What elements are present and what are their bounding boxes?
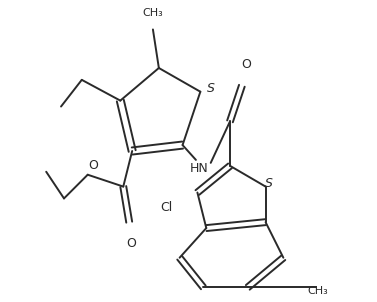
Text: O: O (241, 58, 251, 71)
Text: CH₃: CH₃ (143, 8, 163, 18)
Text: HN: HN (190, 162, 208, 175)
Text: O: O (126, 237, 136, 250)
Text: Cl: Cl (160, 201, 172, 214)
Text: O: O (89, 159, 98, 172)
Text: S: S (265, 177, 273, 190)
Text: S: S (207, 82, 215, 95)
Text: CH₃: CH₃ (307, 286, 328, 296)
